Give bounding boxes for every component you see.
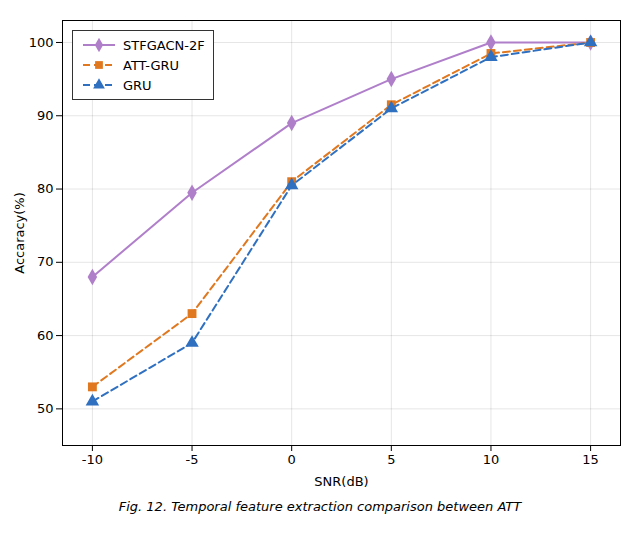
svg-text:60: 60 bbox=[37, 328, 54, 343]
svg-text:-10: -10 bbox=[82, 452, 103, 467]
svg-text:15: 15 bbox=[582, 452, 599, 467]
svg-text:90: 90 bbox=[37, 108, 54, 123]
svg-text:80: 80 bbox=[37, 181, 54, 196]
svg-text:0: 0 bbox=[288, 452, 296, 467]
svg-text:50: 50 bbox=[37, 401, 54, 416]
html-text:Fig. 12. Temporal feature extr: Fig. 12. Temporal feature extraction com… bbox=[118, 499, 522, 514]
html-text:ATT-GRU: ATT-GRU bbox=[123, 57, 180, 73]
html-text:STFGACN-2F: STFGACN-2F bbox=[123, 37, 205, 53]
svg-text:5: 5 bbox=[387, 452, 395, 467]
html-text:GRU: GRU bbox=[123, 77, 152, 93]
svg-text:10: 10 bbox=[483, 452, 500, 467]
svg-text:SNR(dB): SNR(dB) bbox=[314, 474, 368, 489]
svg-text:100: 100 bbox=[29, 35, 54, 50]
svg-text:-5: -5 bbox=[186, 452, 199, 467]
svg-text:70: 70 bbox=[37, 254, 54, 269]
svg-text:Accaracy(%): Accaracy(%) bbox=[12, 192, 27, 274]
